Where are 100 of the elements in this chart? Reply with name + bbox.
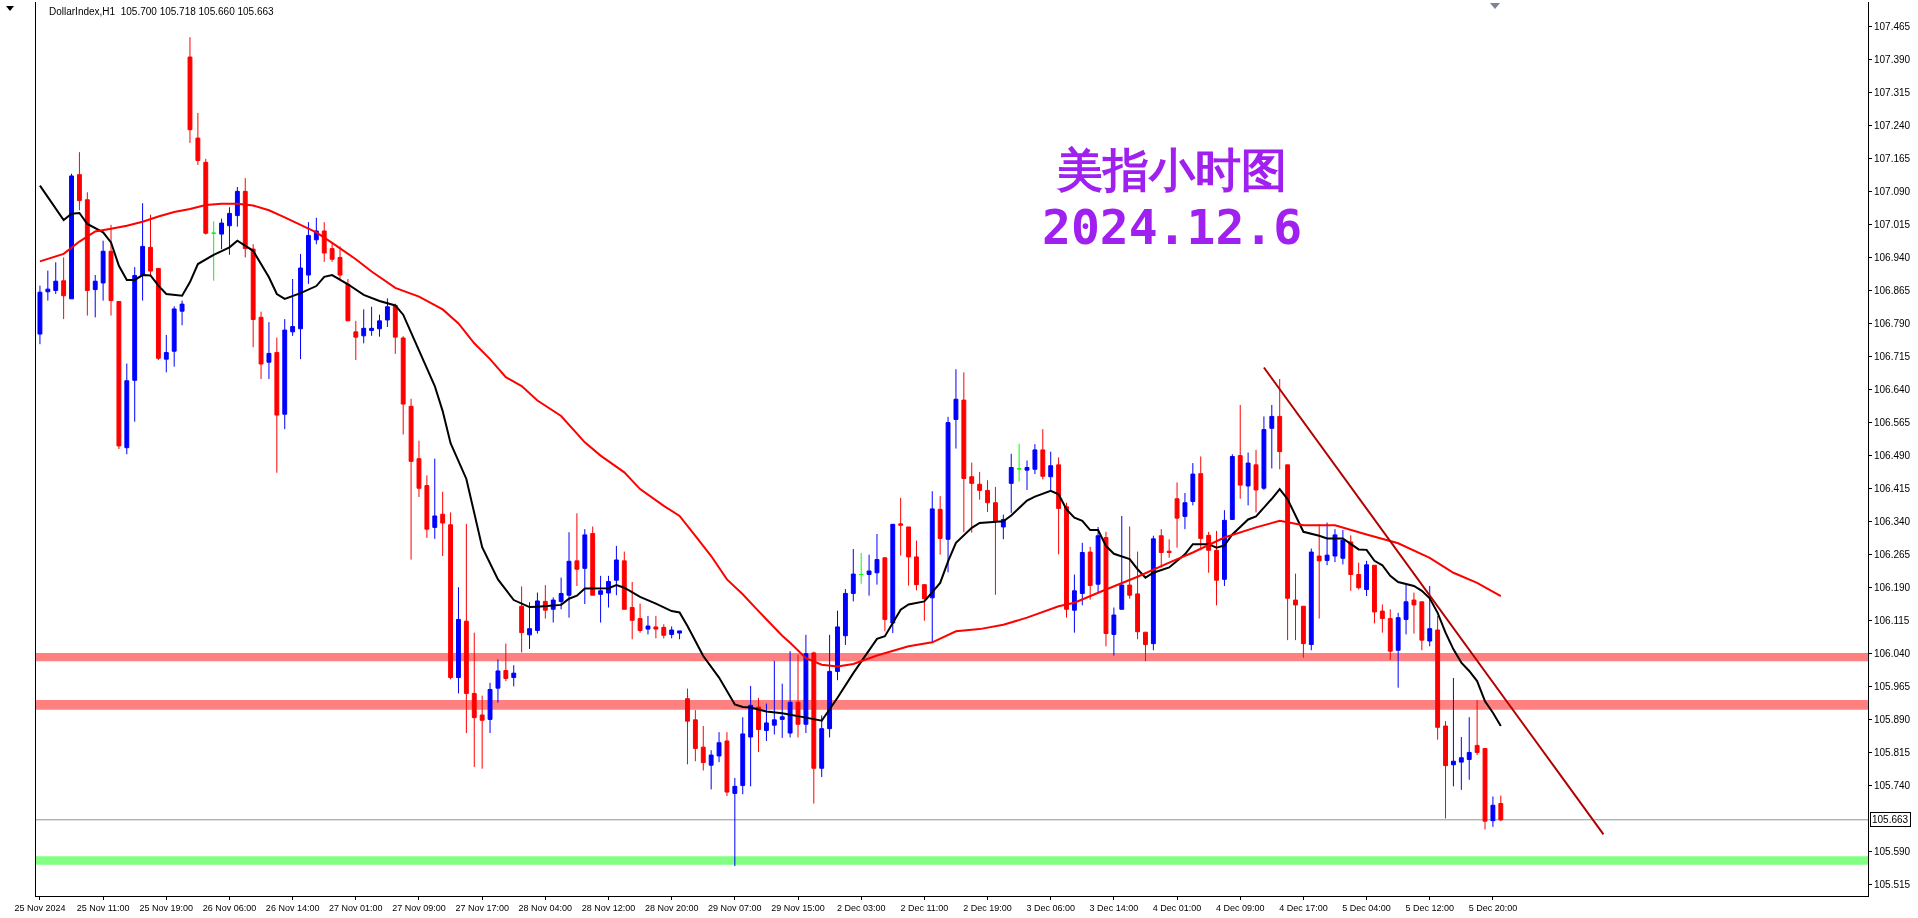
candlestick [535,592,540,635]
candlestick [1032,443,1038,475]
candlestick [613,545,619,596]
candlestick [69,173,74,300]
y-tick-label: 105.965 [1874,681,1911,693]
y-tick-label: 107.315 [1874,86,1911,98]
candlestick [1411,592,1417,635]
candlestick [874,533,880,586]
y-tick-label: 106.115 [1874,615,1910,627]
candlestick [866,554,872,597]
candlestick [724,731,730,797]
candlestick [858,552,864,585]
candlestick [377,314,382,338]
candlestick [803,634,809,734]
x-tick-label: 27 Nov 09:00 [392,902,446,913]
candlestick [53,261,59,295]
candlestick [1229,453,1235,520]
candlestick [795,654,801,738]
x-tick-label: 2 Dec 19:00 [963,902,1012,913]
candlestick [527,601,532,650]
y-tick-label: 106.340 [1874,516,1911,528]
candlestick [977,471,983,501]
candlestick [1245,452,1251,506]
x-tick-label: 26 Nov 06:00 [202,902,257,913]
candlestick [1237,404,1243,500]
candlestick [337,245,343,280]
y-tick-label: 106.265 [1874,549,1911,561]
y-tick-label: 106.865 [1874,284,1911,296]
candlestick [61,256,67,320]
x-tick-label: 26 Nov 14:00 [265,902,320,913]
candlestick [1458,736,1464,791]
annotation: DollarIndex,H1 105.700 105.718 105.660 105.663 [49,6,275,17]
y-tick-label: 105.815 [1874,747,1911,759]
candlestick [1158,528,1164,568]
candlestick [890,523,896,634]
candlestick [1111,607,1117,657]
candlestick [424,474,430,539]
y-tick-label: 105.890 [1874,714,1911,726]
candlestick [598,575,604,624]
candlestick [1008,453,1014,514]
candlestick [282,318,288,430]
candlestick [266,321,272,380]
candlestick [1490,795,1496,828]
candlestick [416,440,422,498]
candlestick [132,266,138,423]
x-tick-label: 28 Nov 04:00 [518,902,573,913]
candlestick [1277,378,1283,470]
candlestick [756,697,761,753]
candlestick [1174,481,1180,549]
candlestick [914,540,919,591]
candlestick [487,682,493,734]
y-tick-label: 105.740 [1874,780,1911,792]
candlestick [1095,526,1101,594]
candlestick [471,632,477,768]
candlestick [1498,795,1504,822]
candlestick [779,683,785,739]
candlestick [274,337,280,474]
x-tick-label: 5 Dec 04:00 [1342,902,1391,913]
candlestick [148,214,153,276]
candlestick [1119,515,1125,610]
x-tick-label: 5 Dec 12:00 [1405,902,1455,913]
y-tick-label: 105.515 [1874,879,1911,891]
candlestick [1356,562,1362,590]
candlestick [1348,534,1354,592]
candlestick [1269,404,1275,469]
candlestick [219,218,224,250]
candlestick [827,634,833,738]
candlestick [77,151,82,211]
candlestick [361,308,367,344]
candlestick [645,615,651,635]
x-tick-label: 25 Nov 11:00 [76,902,130,913]
candlestick [1435,615,1441,741]
candlestick [329,242,335,263]
candlestick [306,221,311,285]
y-tick-label: 107.015 [1874,218,1911,230]
y-tick-label: 107.465 [1874,20,1911,32]
candlestick [1466,716,1472,781]
candlestick [740,716,746,795]
candlestick [937,495,943,556]
candlestick [1379,603,1385,634]
x-tick-label: 29 Nov 07:00 [708,902,762,913]
candlestick [195,112,201,166]
candlestick [92,274,98,318]
candlestick [985,479,990,513]
y-tick-label: 107.165 [1874,152,1911,164]
candlestick [1190,462,1196,506]
y-tick-label: 106.715 [1874,351,1911,363]
candlestick [1261,415,1267,491]
x-tick-label: 4 Dec 01:00 [1152,902,1202,913]
candlestick [1293,573,1298,641]
candlestick [1222,509,1227,587]
candlestick [479,695,485,770]
candlestick [1285,464,1291,641]
candlestick [227,206,232,256]
candlestick [898,497,904,557]
candlestick [1332,528,1338,563]
candlestick [1300,605,1306,659]
candlestick [716,731,722,763]
y-tick-label: 106.040 [1874,648,1911,660]
y-tick-label: 107.390 [1874,53,1911,65]
